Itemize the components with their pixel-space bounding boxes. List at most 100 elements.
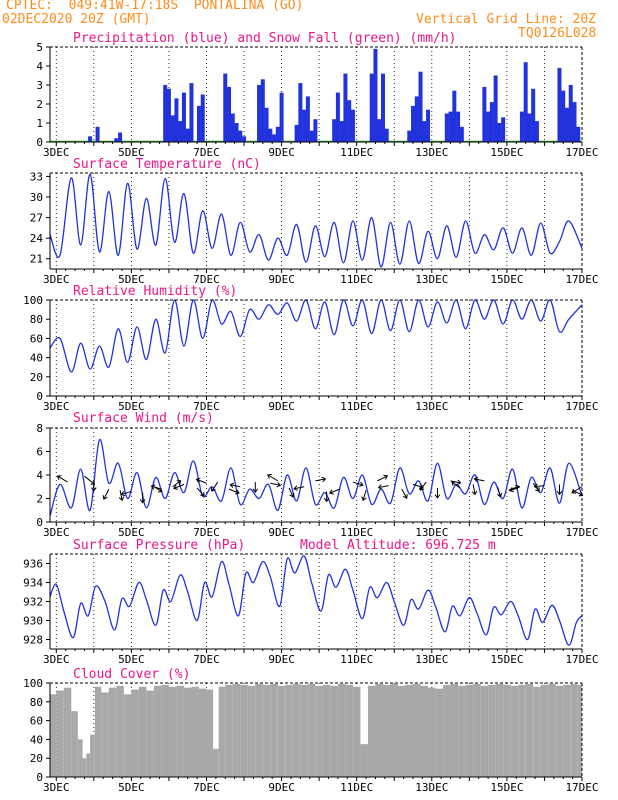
cloud-bar [540, 684, 549, 777]
y-tick-label: 60 [30, 332, 43, 345]
precip-bar [568, 85, 573, 142]
cloud-bar [382, 684, 391, 777]
cloud-bar [315, 685, 323, 777]
x-tick-label: 17DEC [565, 400, 598, 413]
precip-bar [561, 90, 566, 142]
wind-arrow [497, 486, 501, 497]
precip-bar [260, 79, 265, 142]
precip-bar [411, 105, 416, 142]
x-tick-label: 17DEC [565, 526, 598, 539]
cloud-bar [255, 683, 263, 777]
x-tick-label: 11DEC [340, 653, 373, 666]
y-tick-label: 0 [36, 136, 43, 149]
wind-arrow-head [276, 481, 282, 488]
model-code: TQ0126L028 [518, 26, 597, 41]
wind-arrow-head [451, 481, 457, 486]
wind-arrow [571, 486, 583, 494]
wind-arrow [329, 488, 340, 494]
precip-bar [576, 126, 581, 142]
precip-bar [223, 73, 228, 142]
precip-bar [238, 130, 243, 142]
wind-arrow-head [509, 487, 515, 493]
x-tick-label: 13DEC [415, 526, 448, 539]
x-tick-label: 11DEC [340, 400, 373, 413]
wind-arrow [315, 478, 326, 482]
precip-bar [118, 132, 123, 142]
cloud-bar [101, 692, 109, 777]
y-tick-label: 2 [36, 98, 43, 111]
wind-arrow [288, 487, 294, 498]
y-tick-label: 24 [30, 232, 44, 245]
precip-bar [302, 109, 307, 142]
precip-bar [196, 105, 201, 142]
cloud-bar [375, 683, 383, 777]
precip-bar [418, 71, 423, 142]
series-line [49, 439, 583, 517]
wind-arrow-head [176, 480, 182, 485]
cloud-bar [473, 683, 481, 777]
precip-bar [557, 67, 562, 142]
y-tick-label: 100 [23, 677, 43, 690]
cloud-bar [86, 753, 91, 777]
x-tick-label: 3DEC [43, 273, 70, 286]
cloud-bar [518, 684, 526, 777]
precip-bar [489, 102, 494, 142]
cloud-bar [77, 739, 83, 777]
wind-arrow [378, 485, 389, 489]
wind-arrow-head [402, 494, 408, 499]
wind-arrow [211, 481, 219, 492]
precip-bar [166, 88, 171, 142]
cloud-bar [270, 683, 278, 777]
cloud-bar [131, 689, 139, 777]
wind-arrow [294, 486, 305, 490]
cloud-bar [161, 684, 169, 777]
y-tick-label: 936 [23, 558, 43, 571]
precip-bar [523, 62, 528, 143]
cloud-bar [510, 685, 519, 777]
x-tick-label: 3DEC [43, 653, 70, 666]
precip-bar [422, 121, 427, 142]
wind-arrow-head [361, 496, 367, 502]
wind-arrow-head [289, 492, 295, 498]
wind-arrow-head [323, 497, 330, 503]
x-tick-label: 3DEC [43, 146, 70, 159]
cloud-bar [465, 684, 474, 777]
precip-bar [452, 90, 457, 142]
wind-arrow-head [514, 484, 520, 490]
cloud-bar [577, 684, 582, 777]
y-tick-label: 80 [30, 313, 43, 326]
panel-title: Surface Pressure (hPa) [73, 538, 245, 553]
precip-bar [456, 111, 461, 142]
precip-bar [486, 111, 491, 142]
cloud-bar [337, 683, 346, 777]
precip-bar [230, 113, 235, 142]
series-line [49, 299, 583, 373]
precip-bar [369, 73, 374, 142]
y-tick-label: 33 [30, 170, 43, 183]
wind-arrow [84, 475, 95, 485]
precip-bar [313, 119, 318, 142]
precip-bar [88, 136, 93, 142]
wind-arrow-head [252, 488, 259, 493]
wind-arrow-head [211, 487, 216, 492]
cloud-bar [285, 684, 293, 777]
wind-arrow [121, 490, 132, 495]
cloud-bar [240, 684, 248, 777]
wind-arrow [472, 484, 476, 495]
x-tick-label: 5DEC [118, 781, 145, 794]
x-tick-label: 15DEC [490, 526, 523, 539]
cloud-bar [108, 687, 117, 777]
cloud-bar [292, 683, 301, 777]
cloud-bar [322, 684, 331, 777]
precip-bar [347, 100, 352, 142]
panel-6: Cloud Cover (%) 0 20 40 60 80 100 3DEC 5DEC 7DEC 9… [23, 667, 598, 794]
precip-bar [275, 126, 280, 142]
cloud-bar [300, 684, 308, 777]
y-tick-label: 4 [36, 60, 43, 73]
cloud-bar [123, 694, 132, 777]
cloud-bar [94, 686, 102, 777]
wind-arrow [196, 478, 207, 484]
panel-2: Surface Temperature (nC) 21 24 27 30 33 3DEC 5D… [30, 157, 599, 286]
precip-bar [264, 107, 269, 142]
model-altitude: Model Altitude: 696.725 m [300, 538, 496, 553]
